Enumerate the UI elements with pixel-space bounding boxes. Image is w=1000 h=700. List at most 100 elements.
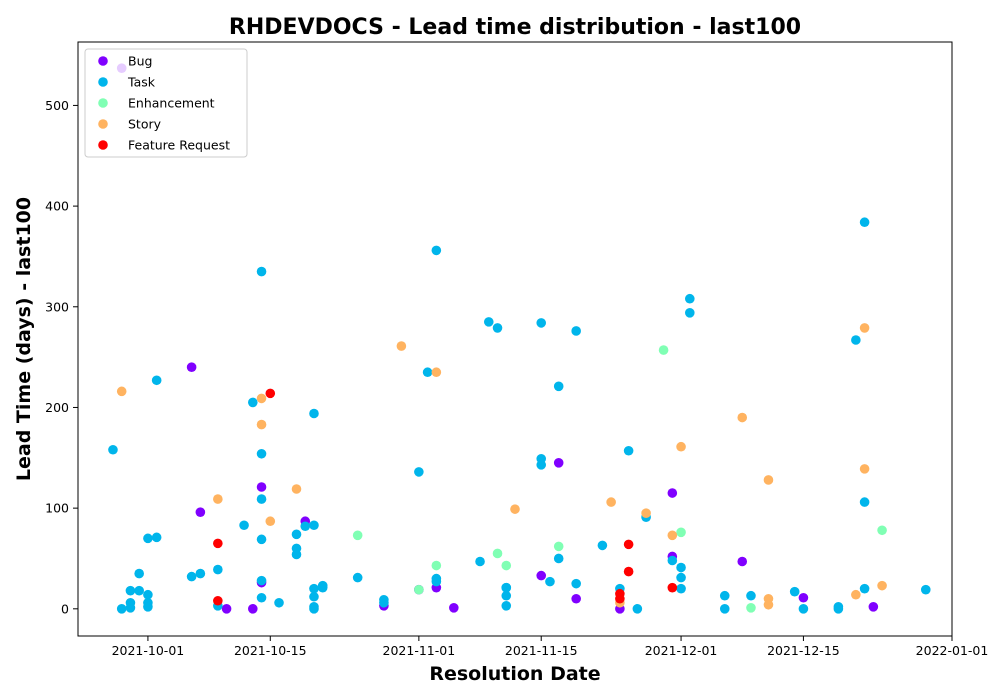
legend-marker-enhancement — [98, 98, 108, 108]
data-point-enhancement — [414, 584, 424, 595]
data-point-task — [317, 582, 328, 593]
data-point-task — [186, 571, 197, 582]
data-point-story — [641, 508, 651, 518]
data-point-story — [291, 484, 302, 494]
data-point-task — [685, 293, 695, 304]
data-point-enhancement — [676, 527, 686, 538]
data-point-task — [108, 444, 118, 455]
data-point-bug — [195, 507, 206, 517]
data-point-task — [256, 534, 267, 545]
data-point-task — [553, 381, 564, 392]
data-point-story — [116, 386, 127, 397]
data-point-task — [143, 589, 153, 600]
data-point-task — [309, 604, 319, 614]
data-point-task — [676, 583, 686, 594]
data-point-bug — [667, 488, 678, 498]
x-tick-label: 2021-11-01 — [383, 643, 456, 658]
legend-marker-story — [98, 119, 108, 129]
legend-label-enhancement: Enhancement — [128, 96, 215, 111]
legend-marker-task — [98, 77, 108, 87]
data-point-task — [501, 590, 512, 601]
data-point-task — [859, 583, 870, 594]
y-tick-label: 100 — [45, 501, 69, 516]
data-point-task — [300, 521, 311, 532]
data-point-story — [606, 497, 616, 507]
y-tick-label: 500 — [45, 98, 69, 113]
data-point-enhancement — [492, 548, 503, 559]
y-tick-label: 0 — [61, 601, 69, 616]
data-point-story — [510, 504, 520, 514]
data-point-task — [667, 555, 678, 566]
data-point-task — [195, 568, 206, 579]
data-point-bug — [553, 458, 564, 468]
data-point-task — [291, 549, 302, 560]
data-point-task — [685, 308, 695, 318]
data-point-task — [125, 597, 136, 608]
data-point-enhancement — [746, 603, 756, 613]
data-point-bug — [536, 570, 547, 581]
data-point-bug — [798, 592, 809, 603]
data-point-story — [676, 441, 686, 452]
legend-label-bug: Bug — [128, 54, 152, 69]
data-point-task — [256, 448, 267, 459]
data-point-task — [719, 604, 730, 614]
data-point-bug — [868, 602, 879, 612]
data-point-task — [553, 553, 564, 564]
data-point-task — [719, 590, 730, 601]
data-point-story — [256, 419, 267, 430]
data-point-task — [623, 445, 634, 456]
data-point-task — [309, 520, 319, 531]
data-points — [108, 63, 931, 614]
data-point-task — [571, 326, 581, 336]
data-point-feature-request — [623, 539, 634, 550]
data-point-task — [746, 590, 756, 601]
data-point-feature-request — [615, 593, 625, 604]
data-point-story — [859, 464, 870, 474]
data-point-task — [151, 532, 162, 543]
data-point-task — [483, 317, 494, 327]
data-point-feature-request — [667, 582, 678, 593]
data-point-bug — [248, 604, 258, 614]
data-point-task — [536, 460, 547, 470]
data-point-task — [789, 586, 800, 597]
data-point-task — [920, 584, 931, 595]
data-point-story — [851, 589, 861, 600]
data-point-enhancement — [877, 525, 887, 536]
data-point-task — [309, 408, 319, 419]
data-point-task — [256, 592, 267, 603]
data-point-task — [116, 604, 127, 614]
data-point-story — [256, 393, 267, 404]
data-point-story — [877, 580, 887, 591]
data-point-task — [536, 318, 547, 328]
data-point-enhancement — [431, 560, 442, 571]
data-point-task — [431, 576, 442, 587]
data-point-task — [239, 520, 249, 531]
data-point-story — [763, 599, 774, 610]
x-tick-label: 2021-11-15 — [505, 643, 578, 658]
x-tick-label: 2021-10-15 — [234, 643, 307, 658]
data-point-task — [422, 367, 433, 378]
data-point-task — [833, 604, 844, 614]
data-point-bug — [737, 556, 748, 567]
data-point-task — [475, 556, 485, 567]
data-point-story — [431, 367, 442, 378]
y-tick-label: 200 — [45, 400, 69, 415]
data-point-task — [431, 245, 442, 256]
data-point-story — [213, 494, 223, 504]
data-point-enhancement — [553, 541, 564, 552]
data-point-task — [597, 540, 608, 551]
legend-frame — [84, 48, 248, 158]
y-axis-label: Lead Time (days) - last100 — [13, 197, 35, 481]
data-point-bug — [221, 604, 232, 614]
data-point-task — [309, 591, 319, 602]
data-point-feature-request — [213, 595, 223, 606]
data-point-task — [379, 597, 389, 608]
data-point-task — [545, 576, 555, 587]
data-point-feature-request — [265, 388, 276, 399]
x-tick-label: 2021-12-15 — [767, 643, 840, 658]
data-point-task — [676, 572, 686, 583]
data-point-task — [501, 601, 512, 611]
data-point-task — [309, 583, 319, 594]
data-point-story — [396, 341, 407, 351]
data-point-task — [859, 217, 870, 228]
